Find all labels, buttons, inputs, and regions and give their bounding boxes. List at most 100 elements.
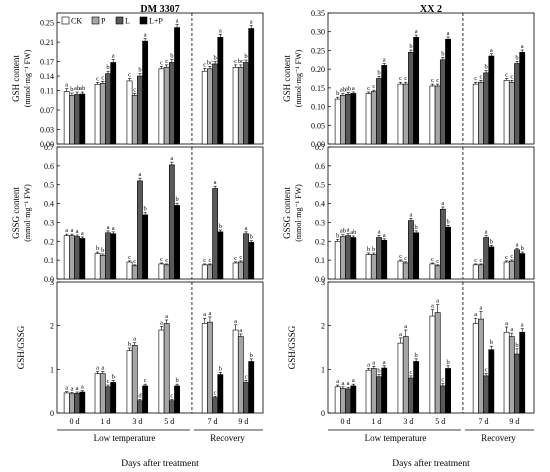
significance-letter: b xyxy=(336,232,339,239)
significance-letter: b xyxy=(415,224,418,231)
significance-letter: a xyxy=(112,225,115,232)
bar xyxy=(376,78,382,145)
significance-letter: a xyxy=(138,171,141,178)
significance-letter: a xyxy=(81,384,84,391)
bar xyxy=(142,385,149,414)
bar xyxy=(478,264,484,280)
bar xyxy=(350,237,357,280)
significance-letter: a xyxy=(112,53,115,60)
y-tick-label: 0.2 xyxy=(44,237,54,246)
bar xyxy=(508,81,515,145)
significance-letter: a xyxy=(81,230,84,237)
bar xyxy=(514,353,520,414)
significance-letter: c xyxy=(441,377,444,384)
significance-letter: ab xyxy=(74,85,80,92)
y-tick-label: 0.4 xyxy=(315,200,325,209)
bar xyxy=(74,393,81,414)
bar xyxy=(158,68,165,145)
bar xyxy=(243,62,249,145)
bar xyxy=(69,235,75,280)
significance-letter: a xyxy=(239,327,242,334)
y-tick-label: 1 xyxy=(50,365,54,374)
bar xyxy=(174,27,180,145)
significance-letter: a xyxy=(336,378,339,385)
bar xyxy=(445,368,451,414)
y-tick-label: 0.5 xyxy=(44,181,54,190)
significance-letter: b xyxy=(446,218,449,225)
significance-letter: a xyxy=(65,227,68,234)
bar xyxy=(488,349,495,414)
significance-letter: c xyxy=(165,58,168,65)
bar xyxy=(237,261,244,280)
bar xyxy=(381,367,388,414)
significance-letter: a xyxy=(144,32,147,39)
significance-letter: a xyxy=(208,310,211,317)
significance-letter: b xyxy=(175,196,178,203)
bar xyxy=(126,350,133,414)
significance-letter: b xyxy=(336,90,339,97)
significance-letter: ab xyxy=(345,85,351,92)
bar xyxy=(376,376,382,414)
significance-letter: b xyxy=(138,67,141,74)
y-axis-title: GSH content xyxy=(282,55,292,102)
y-axis-unit: (mmol·mg⁻¹ FW) xyxy=(23,184,32,242)
significance-letter: c xyxy=(128,254,131,261)
y-tick-label: 0.7 xyxy=(44,143,54,152)
significance-letter: c xyxy=(203,61,206,68)
bar xyxy=(99,255,106,280)
bar xyxy=(137,180,143,280)
bar xyxy=(69,95,75,145)
significance-letter: a xyxy=(70,385,73,392)
significance-letter: b xyxy=(250,234,253,241)
significance-letter: a xyxy=(431,303,434,310)
significance-letter: b xyxy=(106,64,109,71)
significance-letter: c xyxy=(485,367,488,374)
significance-letter: c xyxy=(133,258,136,265)
significance-letter: a xyxy=(219,27,222,34)
bar xyxy=(63,91,70,145)
bar xyxy=(174,205,180,280)
bar xyxy=(402,262,409,280)
significance-letter: b xyxy=(446,359,449,366)
significance-letter: b xyxy=(101,247,104,254)
significance-letter: c xyxy=(160,256,163,263)
y-tick-label: 0.00 xyxy=(40,140,54,149)
bar xyxy=(243,233,249,280)
bar xyxy=(94,84,101,145)
bar xyxy=(478,81,484,145)
bar xyxy=(445,38,451,145)
category-label: 9 d xyxy=(238,417,248,426)
significance-letter: c xyxy=(128,72,131,79)
significance-letter: a xyxy=(347,227,350,234)
bar xyxy=(488,246,495,280)
significance-letter: a xyxy=(101,365,104,372)
bar xyxy=(519,253,526,280)
significance-letter: a xyxy=(76,385,79,392)
bar xyxy=(429,315,436,414)
significance-letter: c xyxy=(170,392,173,399)
significance-letter: a xyxy=(436,298,439,305)
bar xyxy=(365,93,372,145)
y-tick-label: 0.3 xyxy=(315,218,325,227)
category-label: 5 d xyxy=(164,417,174,426)
y-axis-title: GSH/GSSG xyxy=(16,325,26,369)
bar xyxy=(478,318,484,414)
bar xyxy=(429,85,436,145)
category-label: 0 d xyxy=(341,417,351,426)
significance-letter: a xyxy=(76,228,79,235)
significance-letter: b xyxy=(377,368,380,375)
y-tick-label: 0.4 xyxy=(44,200,54,209)
bar xyxy=(243,382,249,414)
significance-letter: a xyxy=(165,313,168,320)
significance-letter: c xyxy=(239,254,242,261)
bar xyxy=(350,93,357,145)
bar xyxy=(340,388,346,414)
significance-letter: a xyxy=(65,82,68,89)
y-tick-label: 3 xyxy=(321,278,325,287)
panel-title: DM 3307 xyxy=(140,4,179,15)
bar xyxy=(334,98,341,145)
significance-letter: b xyxy=(367,246,370,253)
category-label: 7 d xyxy=(208,417,218,426)
bar xyxy=(429,263,436,280)
significance-letter: a xyxy=(447,30,450,37)
